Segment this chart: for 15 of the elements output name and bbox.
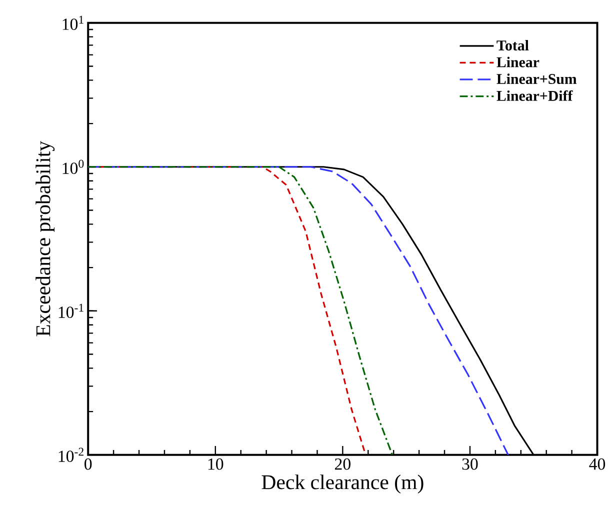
x-tick-label: 0 <box>84 458 92 470</box>
legend-label: Total <box>496 40 529 51</box>
y-axis-title: Exceedance probability <box>36 141 55 336</box>
x-tick-label: 10 <box>208 458 224 470</box>
x-tick-label: 30 <box>462 458 478 470</box>
y-tick-label: 10$^{1}$ <box>62 16 84 30</box>
y-tick-label: 10$^{-1}$ <box>58 304 84 318</box>
x-axis-title: Deck clearance (m) <box>262 474 424 494</box>
y-tick-label: 10$^{-2}$ <box>58 448 84 462</box>
legend-label: Linear <box>496 56 540 68</box>
legend-label: Linear+Diff <box>496 90 573 102</box>
y-tick-label: 10$^{0}$ <box>62 160 84 174</box>
legend-label: Linear+Sum <box>496 74 577 84</box>
x-tick-label: 40 <box>589 458 606 470</box>
x-tick-label: 20 <box>335 458 350 470</box>
